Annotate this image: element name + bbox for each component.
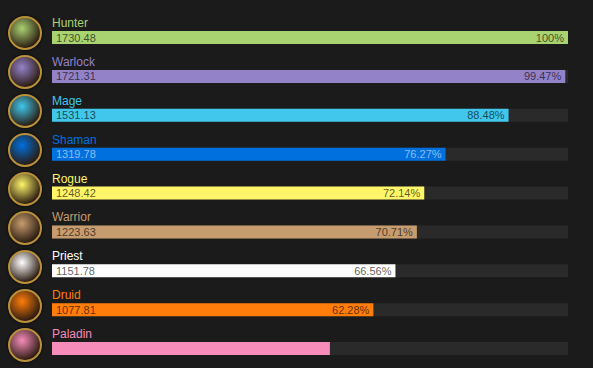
svg-text:72.14%: 72.14% (383, 187, 421, 199)
svg-text:1077.81: 1077.81 (56, 304, 96, 316)
svg-text:Paladin: Paladin (52, 327, 92, 341)
svg-text:Warrior: Warrior (52, 210, 91, 224)
svg-text:Shaman: Shaman (52, 133, 97, 147)
svg-text:99.47%: 99.47% (524, 70, 562, 82)
svg-text:Priest: Priest (52, 249, 83, 263)
svg-text:1730.48: 1730.48 (56, 32, 96, 44)
svg-text:1721.31: 1721.31 (56, 70, 96, 82)
svg-text:66.56%: 66.56% (354, 265, 392, 277)
svg-text:Mage: Mage (52, 94, 82, 108)
svg-text:76.27%: 76.27% (404, 148, 442, 160)
svg-text:1531.13: 1531.13 (56, 109, 96, 121)
svg-text:88.48%: 88.48% (467, 109, 505, 121)
svg-text:Druid: Druid (52, 288, 81, 302)
svg-text:Warlock: Warlock (52, 55, 96, 69)
svg-text:1151.78: 1151.78 (56, 265, 95, 277)
svg-text:62.28%: 62.28% (332, 304, 370, 316)
svg-text:1248.42: 1248.42 (56, 187, 96, 199)
svg-text:Hunter: Hunter (52, 16, 88, 30)
svg-text:1319.78: 1319.78 (56, 148, 96, 160)
svg-text:70.71%: 70.71% (376, 226, 414, 238)
svg-text:100%: 100% (536, 32, 564, 44)
svg-text:1223.63: 1223.63 (56, 226, 96, 238)
svg-text:Rogue: Rogue (52, 172, 88, 186)
